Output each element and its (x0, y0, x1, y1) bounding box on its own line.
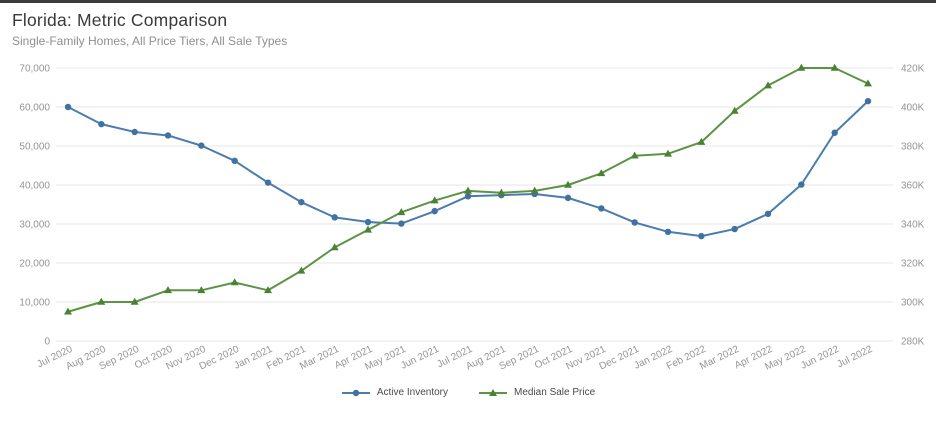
svg-text:0: 0 (44, 337, 50, 348)
legend-item-active-inventory[interactable]: Active Inventory (341, 387, 448, 398)
svg-text:280K: 280K (901, 337, 925, 348)
svg-text:380K: 380K (901, 142, 925, 153)
svg-text:Jun 2021: Jun 2021 (399, 344, 441, 372)
svg-text:400K: 400K (901, 103, 925, 114)
svg-text:Jun 2022: Jun 2022 (799, 344, 841, 372)
top-border-bar (0, 0, 936, 3)
svg-text:50,000: 50,000 (19, 142, 50, 153)
page-subtitle: Single-Family Homes, All Price Tiers, Al… (12, 34, 288, 48)
svg-text:70,000: 70,000 (19, 64, 50, 75)
legend-label-median-sale-price: Median Sale Price (514, 387, 596, 398)
svg-text:360K: 360K (901, 181, 925, 192)
svg-text:420K: 420K (901, 64, 925, 75)
svg-text:60,000: 60,000 (19, 103, 50, 114)
svg-text:300K: 300K (901, 298, 925, 309)
svg-text:340K: 340K (901, 220, 925, 231)
blue-line-circle-marker-icon (341, 389, 370, 396)
chart-legend: Active Inventory Median Sale Price (0, 387, 936, 398)
svg-text:40,000: 40,000 (19, 181, 50, 192)
legend-item-median-sale-price[interactable]: Median Sale Price (478, 387, 595, 398)
legend-label-active-inventory: Active Inventory (376, 387, 448, 398)
page-title: Florida: Metric Comparison (12, 10, 228, 30)
svg-text:320K: 320K (901, 259, 925, 270)
svg-text:30,000: 30,000 (19, 220, 50, 231)
green-line-triangle-marker-icon (479, 388, 507, 396)
svg-text:20,000: 20,000 (19, 259, 50, 270)
svg-text:10,000: 10,000 (19, 298, 50, 309)
svg-text:Jul 2022: Jul 2022 (836, 344, 875, 371)
chart-header: Florida: Metric Comparison Single-Family… (12, 10, 287, 48)
